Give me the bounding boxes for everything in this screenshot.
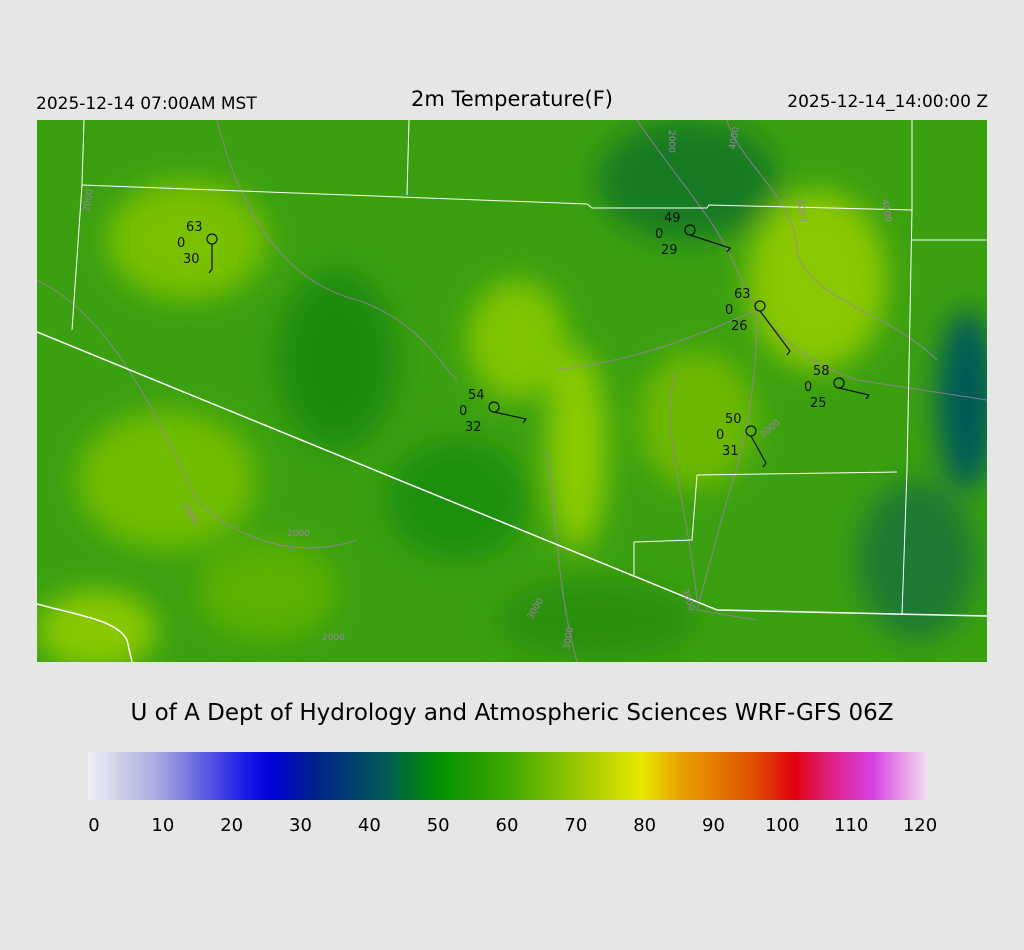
colorbar-tick-label: 40 xyxy=(357,815,381,836)
station-temperature: 50 xyxy=(725,412,742,427)
colorbar-tick-label: 100 xyxy=(765,815,800,836)
station-temperature: 63 xyxy=(186,220,203,235)
wind-barb xyxy=(759,310,791,356)
station-temperature: 49 xyxy=(664,211,681,226)
colorbar-tick-label: 120 xyxy=(902,815,938,836)
station-dewpoint: 29 xyxy=(661,243,678,258)
colorbar-tick-label: 10 xyxy=(151,815,175,836)
contour-label: 4000 xyxy=(728,126,742,151)
wind-barb xyxy=(208,244,213,274)
contour-label: 2000 xyxy=(82,188,96,213)
station-dewpoint: 25 xyxy=(810,396,827,411)
temperature-map: 2000 2000 3000 4000 3000 2000 2000 3000 … xyxy=(37,120,987,662)
model-credit: U of A Dept of Hydrology and Atmospheric… xyxy=(130,700,894,726)
contour-label: 2000 xyxy=(666,130,676,153)
station-dewpoint: 31 xyxy=(722,444,739,459)
contour-label: 4000 xyxy=(794,199,808,224)
temperature-field xyxy=(37,120,987,662)
wind-barb xyxy=(493,411,528,424)
contour-label: 3000 xyxy=(562,626,576,651)
wind-barb xyxy=(750,435,767,468)
station-dewpoint: 30 xyxy=(183,252,200,267)
map-title: 2m Temperature(F) xyxy=(411,87,613,111)
state-county-boundaries xyxy=(37,120,987,662)
station-cloud-cover: 0 xyxy=(716,428,724,443)
station-cloud-cover: 0 xyxy=(725,303,733,318)
contour-label: 4000 xyxy=(879,199,893,224)
local-time: 2025-12-14 07:00AM MST xyxy=(36,94,257,114)
terrain-contours xyxy=(37,120,987,662)
colorbar-tick-label: 110 xyxy=(833,815,869,836)
colorbar-tick-label: 0 xyxy=(88,815,100,836)
colorbar-tick-label: 30 xyxy=(289,815,312,836)
station-dewpoint: 26 xyxy=(731,319,748,334)
station-cloud-cover: 0 xyxy=(459,404,467,419)
colorbar-tick-label: 90 xyxy=(702,815,725,836)
colorbar-tick-label: 20 xyxy=(220,815,244,836)
station-temperature: 58 xyxy=(813,364,830,379)
colorbar-tick-label: 60 xyxy=(495,815,519,836)
colorbar xyxy=(88,752,928,800)
station-cloud-cover: 0 xyxy=(177,236,185,251)
valid-time: 2025-12-14_14:00:00 Z xyxy=(787,92,988,112)
station-cloud-cover: 0 xyxy=(655,227,663,242)
contour-label: 2000 xyxy=(322,633,345,643)
station-cloud-cover: 0 xyxy=(804,380,812,395)
station-dewpoint: 32 xyxy=(465,420,482,435)
station-temperature: 63 xyxy=(734,287,751,302)
wind-barb xyxy=(838,387,871,400)
contour-label: 2000 xyxy=(287,529,310,539)
colorbar-tick-label: 80 xyxy=(633,815,657,836)
colorbar-tick-label: 50 xyxy=(426,815,450,836)
wind-barb xyxy=(689,234,731,253)
colorbar-tick-label: 70 xyxy=(564,815,588,836)
station-temperature: 54 xyxy=(468,388,485,403)
